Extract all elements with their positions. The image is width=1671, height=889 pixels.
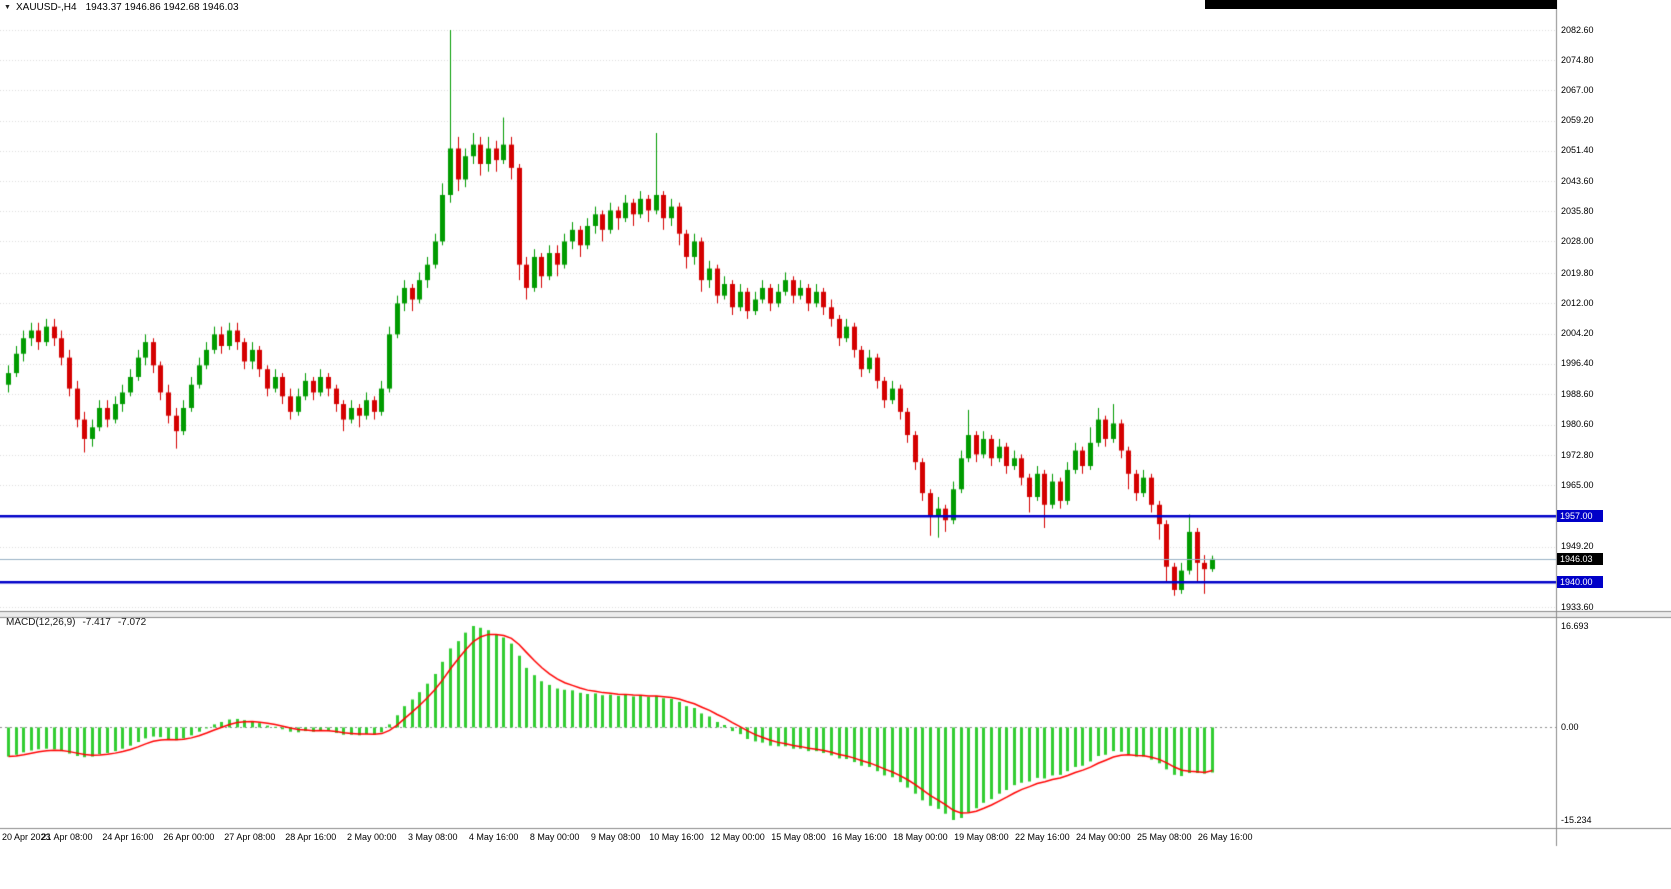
- chart-menu-icon[interactable]: ▼: [4, 4, 11, 11]
- ohlc-values: 1943.37 1946.86 1942.68 1946.03: [85, 2, 239, 13]
- symbol-period-label: XAUUSD-,H4: [16, 2, 77, 13]
- macd-signal-value: -7.072: [117, 617, 147, 628]
- chart-title: XAUUSD-,H4 1943.37 1946.86 1942.68 1946.0…: [16, 2, 239, 13]
- window-top-strip: [1205, 0, 1557, 9]
- macd-name: MACD(12,26,9): [6, 617, 76, 628]
- macd-main-value: -7.417: [82, 617, 111, 628]
- macd-indicator-label: MACD(12,26,9) -7.417 -7.072: [6, 617, 153, 628]
